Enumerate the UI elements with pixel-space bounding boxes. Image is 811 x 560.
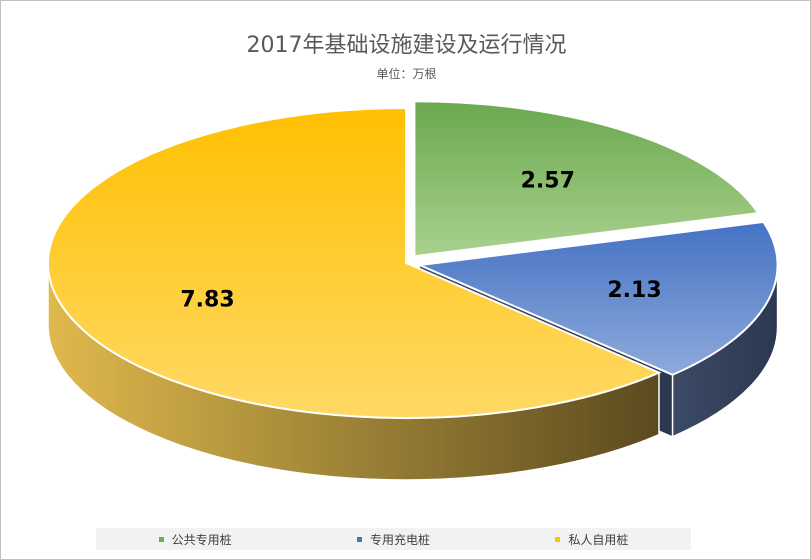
data-label-private: 7.83 — [180, 288, 234, 313]
pie-slice-dedicated — [415, 220, 779, 376]
chart-subtitle: 单位：万根 — [376, 67, 437, 81]
legend-marker-icon — [555, 536, 561, 542]
legend-label: 专用充电桩 — [369, 532, 430, 547]
legend: 公共专用桩 专用充电桩 私人自用桩 — [96, 528, 691, 550]
pie-slice-public — [413, 100, 760, 258]
legend-marker-icon — [356, 536, 362, 542]
data-label-dedicated: 2.13 — [607, 278, 661, 303]
legend-label: 私人自用桩 — [568, 532, 629, 547]
pie-slice-private — [47, 106, 662, 419]
legend-label: 公共专用桩 — [171, 532, 232, 547]
data-label-public: 2.57 — [521, 168, 575, 193]
legend-item-dedicated: 专用充电桩 — [356, 531, 430, 548]
legend-marker-icon — [158, 536, 164, 542]
legend-item-private: 私人自用桩 — [555, 531, 628, 548]
legend-item-public: 公共专用桩 — [158, 531, 232, 548]
chart-title: 2017年基础设施建设及运行情况 — [246, 33, 567, 58]
pie-chart: 2.57 2.13 7.83 — [47, 100, 779, 481]
